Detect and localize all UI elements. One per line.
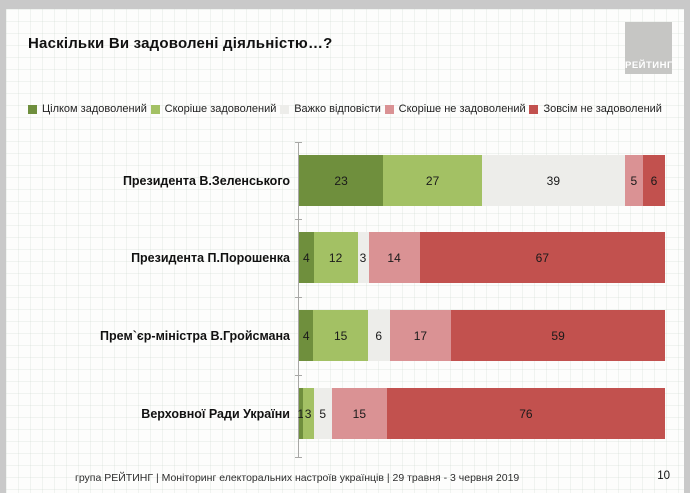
- bar-segment: 12: [313, 232, 358, 283]
- legend-item: Зовсім не задоволений: [529, 103, 662, 115]
- category-axis-line: [298, 142, 299, 458]
- segment-value-label: 15: [352, 406, 367, 421]
- axis-tick: [295, 142, 302, 143]
- legend-label: Зовсім не задоволений: [543, 103, 662, 115]
- chart-row: Верховної Ради України 1 3 5 15 76: [6, 388, 684, 439]
- stacked-bar: 4 12 3 14 67: [299, 232, 665, 283]
- bar-segment: 76: [386, 388, 665, 439]
- segment-value-label: 39: [546, 173, 561, 188]
- category-label: Президента П.Порошенка: [131, 250, 290, 265]
- legend-swatch: [280, 104, 290, 114]
- rating-group-logo: РЕЙТИНГ: [625, 22, 672, 74]
- legend-swatch: [150, 104, 160, 114]
- segment-value-label: 4: [302, 250, 310, 265]
- bar-segment: 23: [299, 155, 384, 206]
- bar-segment: 39: [481, 155, 625, 206]
- bar-segment: 15: [331, 388, 387, 439]
- chart-row: Президента П.Порошенка 4 12 3 14 67: [6, 232, 684, 283]
- rating-group-logo-text: РЕЙТИНГ: [625, 60, 673, 71]
- chart-legend: Цілком задоволений Скоріше задоволений Важ…: [28, 103, 662, 115]
- segment-value-label: 12: [328, 250, 343, 265]
- segment-value-label: 3: [304, 406, 312, 421]
- bar-segment: 6: [367, 310, 390, 361]
- legend-item: Цілком задоволений: [28, 103, 147, 115]
- bar-segment: 3: [357, 232, 369, 283]
- axis-tick: [295, 457, 302, 458]
- page-number: 10: [657, 470, 670, 482]
- bar-segment: 1: [297, 388, 305, 439]
- stacked-bar-chart: Президента В.Зеленського 23 27 39 5 6 Президен…: [6, 142, 684, 458]
- axis-tick: [295, 375, 302, 376]
- legend-item: Скоріше задоволений: [150, 103, 277, 115]
- legend-item: Скоріше не задоволений: [384, 103, 526, 115]
- bar-segment: 5: [624, 155, 644, 206]
- segment-value-label: 3: [359, 250, 367, 265]
- bar-segment: 27: [383, 155, 482, 206]
- legend-label: Важко відповісти: [294, 103, 381, 115]
- bar-segment: 67: [419, 232, 665, 283]
- segment-value-label: 59: [551, 328, 565, 343]
- legend-label: Скоріше не задоволений: [398, 103, 526, 115]
- bar-segment: 3: [302, 388, 314, 439]
- axis-tick: [295, 219, 302, 220]
- legend-label: Скоріше задоволений: [164, 103, 277, 115]
- category-label: Президента В.Зеленського: [122, 173, 290, 188]
- legend-label: Цілком задоволений: [42, 103, 147, 115]
- source-caption: група РЕЙТИНГ | Моніторинг електоральних…: [75, 472, 520, 484]
- segment-value-label: 14: [387, 250, 401, 265]
- chart-row: Прем`єр-міністра В.Гройсмана 4 15 6 17 59: [6, 310, 684, 361]
- segment-value-label: 6: [650, 173, 658, 188]
- segment-value-label: 27: [425, 173, 440, 188]
- bar-segment: 15: [313, 310, 368, 361]
- segment-value-label: 15: [333, 328, 348, 343]
- segment-value-label: 17: [413, 328, 428, 343]
- segment-value-label: 5: [319, 406, 327, 421]
- category-label: Прем`єр-міністра В.Гройсмана: [100, 328, 290, 343]
- chart-row: Президента В.Зеленського 23 27 39 5 6: [6, 155, 684, 206]
- stacked-bar: 4 15 6 17 59: [299, 310, 665, 361]
- bar-segment: 59: [451, 310, 665, 361]
- axis-tick: [295, 297, 302, 298]
- legend-swatch: [529, 104, 539, 114]
- slide-canvas: Наскільки Ви задоволені діяльністю…? РЕЙ…: [6, 9, 684, 493]
- segment-value-label: 4: [302, 328, 310, 343]
- stacked-bar: 23 27 39 5 6: [299, 155, 665, 206]
- bar-segment: 6: [643, 155, 665, 206]
- bar-segment: 4: [299, 310, 314, 361]
- stacked-bar: 1 3 5 15 76: [297, 388, 665, 439]
- segment-value-label: 76: [519, 406, 533, 421]
- segment-value-label: 1: [297, 406, 305, 421]
- bar-segment: 4: [299, 232, 314, 283]
- legend-swatch: [384, 104, 394, 114]
- segment-value-label: 67: [535, 250, 550, 265]
- segment-value-label: 6: [375, 328, 383, 343]
- bar-segment: 5: [313, 388, 332, 439]
- bar-segment: 14: [368, 232, 420, 283]
- category-label: Верховної Ради України: [141, 406, 290, 421]
- bar-segment: 17: [389, 310, 452, 361]
- legend-item: Важко відповісти: [280, 103, 381, 115]
- legend-swatch: [28, 104, 37, 114]
- slide-footer: група РЕЙТИНГ | Моніторинг електоральних…: [6, 470, 684, 490]
- segment-value-label: 23: [334, 173, 348, 188]
- segment-value-label: 5: [630, 173, 638, 188]
- page-title: Наскільки Ви задоволені діяльністю…?: [28, 35, 333, 52]
